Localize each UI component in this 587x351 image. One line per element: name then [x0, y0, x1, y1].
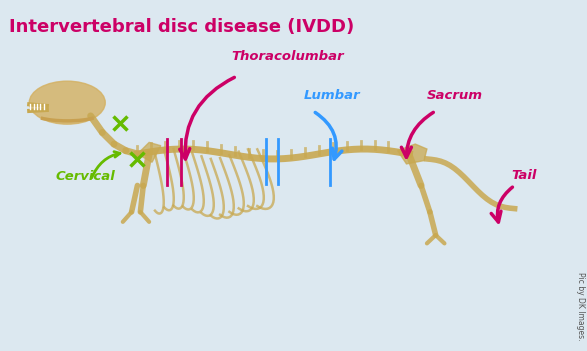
Text: Sacrum: Sacrum [427, 90, 483, 102]
Polygon shape [397, 144, 427, 164]
Text: Thoracolumbar: Thoracolumbar [231, 49, 343, 62]
Text: Lumbar: Lumbar [304, 90, 361, 102]
Text: Pic by DK Images.: Pic by DK Images. [576, 272, 585, 340]
Circle shape [29, 81, 105, 124]
Text: Cervical: Cervical [56, 171, 115, 184]
Text: Tail: Tail [512, 169, 537, 182]
Text: Intervertebral disc disease (IVDD): Intervertebral disc disease (IVDD) [9, 18, 354, 36]
Polygon shape [137, 143, 161, 162]
